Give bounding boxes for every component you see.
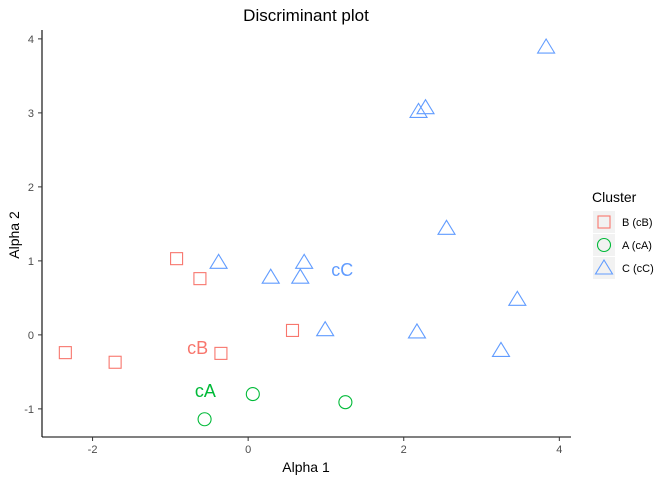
x-axis-label: Alpha 1 [282,459,330,475]
point-square [170,252,184,266]
point-circle [245,387,260,402]
y-tick-label: 1 [28,256,34,268]
axes [41,30,571,438]
point-triangle [315,320,335,337]
legend-key-circle [596,237,612,253]
point-triangle [209,253,229,269]
legend: Cluster B (cB) A (cA) C (cC) [592,189,654,279]
cluster-annotations: cB cA cC [187,260,353,401]
legend-label: A (cA) [622,240,652,252]
y-tick-label: 0 [28,330,34,342]
point-triangle [437,219,457,235]
y-axis-label: Alpha 2 [6,211,22,259]
y-tick-label: 3 [28,108,34,120]
point-circle [197,412,212,427]
point-triangle [261,268,281,284]
point-square [214,346,228,360]
x-tick-label: 2 [401,444,407,456]
point-triangle [416,98,436,115]
point-square [285,323,300,337]
y-tick-label: 2 [28,182,34,194]
legend-key-bg [593,234,615,256]
point-square [58,346,72,360]
legend-label: B (cB) [622,217,653,229]
cluster-label: cA [195,381,216,401]
chart-title: Discriminant plot [243,6,369,25]
x-tick-label: 0 [245,444,251,456]
point-triangle [407,322,427,339]
x-tick-label: 4 [556,444,562,456]
cluster-label: cB [187,338,208,358]
legend-key-bg [593,211,615,233]
point-triangle [507,290,527,306]
point-triangle [536,37,556,54]
point-triangle [294,253,314,269]
cluster-label: cC [331,260,353,280]
point-triangle [491,341,511,357]
legend-key-square [597,215,611,229]
data-points [58,37,556,427]
point-circle [338,395,353,410]
point-triangle [290,268,310,284]
point-square [193,272,207,286]
point-triangle [409,102,429,118]
legend-title: Cluster [592,189,637,205]
x-tick-label: -2 [88,444,98,456]
point-square [108,355,122,369]
legend-key-triangle [594,258,614,275]
legend-label: C (cC) [622,263,654,275]
y-tick-label: -1 [24,404,34,416]
y-tick-label: 4 [28,34,34,46]
tick-labels: -2 0 2 4 -1 0 1 2 3 4 [24,34,562,456]
